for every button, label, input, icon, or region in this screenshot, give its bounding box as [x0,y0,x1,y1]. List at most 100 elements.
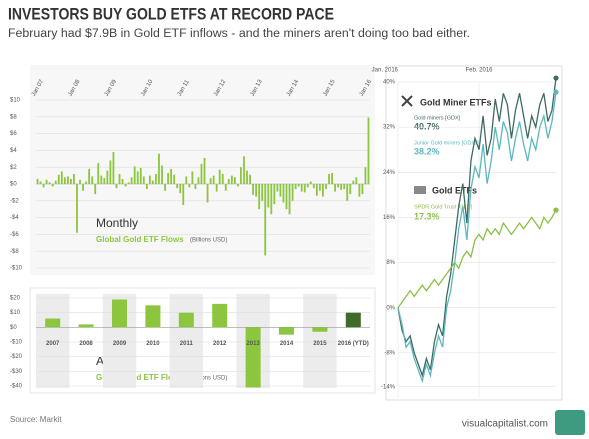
bar [145,305,161,328]
bar [349,184,352,195]
bar [197,177,200,184]
bar [221,173,224,184]
legend-entry: Gold miners [GDX] [414,115,461,121]
y-tick-label: 32% [383,125,396,131]
bar [161,165,163,184]
bar [151,180,154,184]
line-panel [385,65,563,401]
y-tick-label: $10 [10,310,21,316]
legend-entry: SPDR Gold Trust [GLD] [414,204,473,210]
bar [258,184,261,210]
bar [54,180,57,184]
series-line [397,92,557,384]
legend-value: 40.7% [414,121,440,131]
bar [209,178,212,184]
bar [85,181,88,184]
title: INVESTORS BUY GOLD ETFS AT RECORD PACE [8,5,334,23]
x-tick-label: 2011 [180,341,194,347]
legend-group: Gold ETFs [432,185,477,195]
bar [82,184,84,191]
y-tick-label: -14% [381,384,396,390]
x-tick-label: 2010 [146,341,160,347]
y-tick-label: $0 [10,325,17,331]
x-tick-label: 2015 [313,341,327,347]
y-tick-label: 16% [383,215,396,221]
subtitle: February had $7.9B in Gold ETF inflows -… [8,28,470,40]
bar [97,163,100,184]
series-line [397,77,557,378]
bar [331,173,333,184]
bar [288,184,291,215]
y-tick-label: -8% [384,350,395,356]
y-tick-label: $2 [10,165,17,171]
bar [237,184,239,187]
bar [176,184,179,189]
bar [142,176,145,184]
bar [188,184,191,188]
bar [200,163,203,184]
y-tick-label: 0% [386,305,395,311]
bar [79,179,81,184]
y-tick-label: -$10 [10,266,23,272]
bar [112,152,115,184]
x-tick-label: 2013 [246,341,260,347]
bar [91,176,94,184]
bar [340,184,343,190]
x-tick-label: Jan. 2016 [372,68,399,74]
bar [212,175,215,184]
bar [364,167,367,184]
bar [252,184,255,195]
y-tick-label: -$30 [10,369,23,375]
annual-unit: (Billions USD) [190,376,227,382]
brand-logo [555,410,585,435]
bar [318,184,321,191]
bar [224,184,227,191]
y-tick-label: $10 [10,98,21,104]
y-tick-label: 40% [383,80,396,86]
bar [306,184,309,188]
pickaxe-icon [401,95,413,107]
bar [273,184,276,205]
bar [121,178,124,184]
end-dot [553,207,559,213]
bar [227,178,230,184]
y-tick-label: -$4 [10,215,19,221]
y-tick-label: -$2 [10,198,19,204]
bar [303,184,306,193]
source: Source: Markit [10,415,62,424]
legend: Gold Miner ETFs Gold miners [GDX] 40.7% … [401,95,492,221]
y-tick-label: 24% [383,170,396,176]
bar [267,184,270,208]
bar [36,178,39,184]
bar [191,171,194,184]
band-shade [169,294,203,388]
bar [179,184,182,194]
brand: visualcapitalist.com [462,419,548,430]
bar [51,184,54,187]
bar [130,177,133,184]
bar [70,178,72,184]
y-tick-label: 8% [386,260,395,266]
bar [76,184,78,233]
bar [345,312,361,328]
bar [103,178,106,184]
bar [291,184,294,201]
bar [66,176,69,184]
x-tick-label: 2014 [280,341,294,347]
bar [111,299,128,328]
bar [282,184,285,203]
end-dot [553,89,559,95]
x-tick-label: 2012 [213,341,227,347]
y-tick-label: $8 [10,114,17,120]
bar [39,181,42,184]
bar [212,303,228,328]
bar [155,173,157,184]
y-tick-label: -$10 [10,340,23,346]
bar [133,166,136,184]
bar [115,184,118,189]
bar [337,184,340,188]
bar [322,184,324,197]
bar [246,170,248,184]
